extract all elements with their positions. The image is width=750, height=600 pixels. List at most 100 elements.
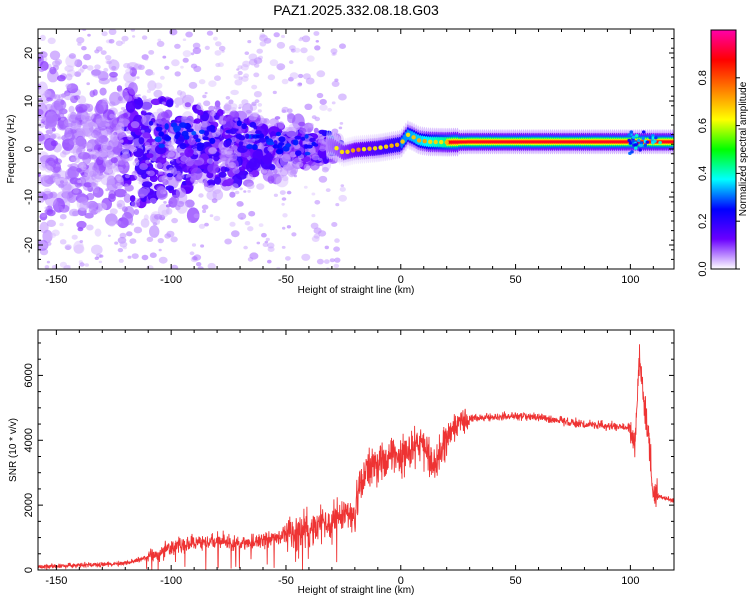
spectrogram-cell [87, 33, 91, 37]
spectrogram-cell [281, 245, 286, 249]
spectrogram-cell [144, 57, 149, 61]
spectrogram-cell [338, 93, 347, 101]
spectrogram-cell [276, 266, 281, 269]
spectrogram-cell [261, 232, 267, 238]
spectrogram-cell [77, 127, 83, 132]
spectrogram-cell [138, 64, 145, 71]
spectrogram-cell [123, 113, 128, 118]
spectrogram-cell [266, 172, 273, 177]
spectrogram-cell [220, 149, 228, 155]
spectrogram-cell [230, 165, 235, 169]
spectrogram-cell [175, 104, 179, 108]
spectrogram-cell [127, 135, 134, 141]
spectrogram-cell [214, 176, 222, 185]
spectrogram-cell [281, 202, 285, 206]
spectrogram-cell [211, 198, 218, 204]
spectrogram-cell [57, 136, 62, 140]
spectrogram-cell [65, 176, 69, 180]
spectrogram-cell [267, 175, 275, 184]
spectrogram-cell [144, 142, 150, 147]
spectrogram-cell [316, 70, 326, 78]
spectrogram-cell [133, 170, 137, 174]
spectrogram-cell [168, 146, 175, 152]
spectrogram-cell [85, 115, 92, 122]
spectrogram-cell [78, 151, 90, 160]
spectrogram-cell [110, 157, 118, 164]
spectrogram-cell [246, 173, 253, 180]
spectrogram-cell [86, 65, 94, 71]
spectrogram-cell [110, 79, 114, 83]
spectrogram-cell [154, 136, 162, 143]
spectrogram-cell [83, 53, 92, 61]
spectrogram-cell [636, 138, 641, 143]
spectrogram-cell [134, 128, 143, 136]
snr-series-line [38, 344, 674, 570]
spectrogram-cell [77, 42, 82, 46]
spectrogram-cell [155, 126, 163, 132]
spectrogram-cell [158, 256, 168, 264]
spectrogram-cell [41, 162, 49, 168]
snr-y-label: SNR (10 * v/v) [8, 418, 19, 482]
spectrogram-cell [107, 151, 114, 157]
spectrogram-cell [267, 146, 275, 152]
spectrogram-cell [242, 60, 251, 68]
spectrogram-y-tick-label: 20 [23, 47, 35, 59]
spectrogram-cell [149, 197, 157, 204]
spectrogram-cell [71, 234, 78, 240]
spectrogram-cell [197, 109, 204, 116]
spectrogram-cell [77, 146, 86, 153]
spectrogram-cell [76, 193, 87, 202]
spectrogram-cell [70, 129, 77, 134]
spectrogram-cell [38, 67, 45, 73]
spectrogram-cell [125, 68, 133, 75]
spectrogram-cell [113, 148, 122, 155]
spectrogram-cell [229, 221, 236, 227]
spectrogram-cell [60, 117, 65, 121]
spectrogram-cell [215, 128, 224, 135]
spectrogram-cell [175, 131, 181, 136]
spectrogram-cell [46, 241, 52, 246]
spectrogram-cell [59, 261, 67, 268]
spectrogram-cell [163, 191, 167, 195]
spectrogram-cell [109, 208, 118, 215]
spectrogram-cell [361, 147, 367, 152]
spectrogram-cell [43, 90, 52, 97]
spectrogram-cell [148, 50, 155, 55]
spectrogram-cell [147, 80, 157, 91]
spectrogram-cell [253, 72, 260, 78]
spectrogram-cell [191, 131, 197, 136]
spectrogram-cell [139, 163, 149, 170]
spectrogram-cells [38, 29, 674, 269]
spectrogram-cell [77, 68, 84, 74]
spectrogram-cell [180, 65, 184, 69]
spectrogram-cell [94, 228, 102, 237]
colorbar-tick-label: 0.8 [697, 70, 709, 85]
spectrogram-cell [152, 123, 157, 127]
spectrogram-cell [158, 143, 165, 149]
spectrogram-cell [99, 87, 107, 96]
spectrogram-cell [157, 38, 162, 42]
spectrogram-cell [255, 130, 262, 135]
spectrogram-cell [94, 64, 101, 70]
spectrogram-cell [279, 167, 289, 177]
spectrogram-cell [225, 96, 231, 100]
spectrogram-cell [233, 73, 240, 79]
spectrogram-cell [411, 135, 416, 140]
spectrogram-cell [248, 210, 256, 217]
spectrogram-cell [416, 138, 422, 143]
spectrogram-cell [129, 144, 136, 150]
spectrogram-cell [215, 41, 222, 47]
spectrogram-cell [301, 253, 311, 261]
spectrogram-cell [134, 198, 141, 203]
spectrogram-cell [279, 174, 284, 178]
spectrogram-cell [279, 190, 286, 196]
spectrogram-cell [80, 164, 87, 170]
spectrogram-cell [641, 136, 645, 140]
spectrogram-cell [292, 139, 299, 146]
spectrogram-cell [156, 156, 167, 165]
spectrogram-cell [124, 95, 133, 102]
spectrogram-cell [301, 136, 306, 141]
spectrogram-cell [259, 41, 267, 47]
spectrogram-cell [137, 94, 141, 97]
